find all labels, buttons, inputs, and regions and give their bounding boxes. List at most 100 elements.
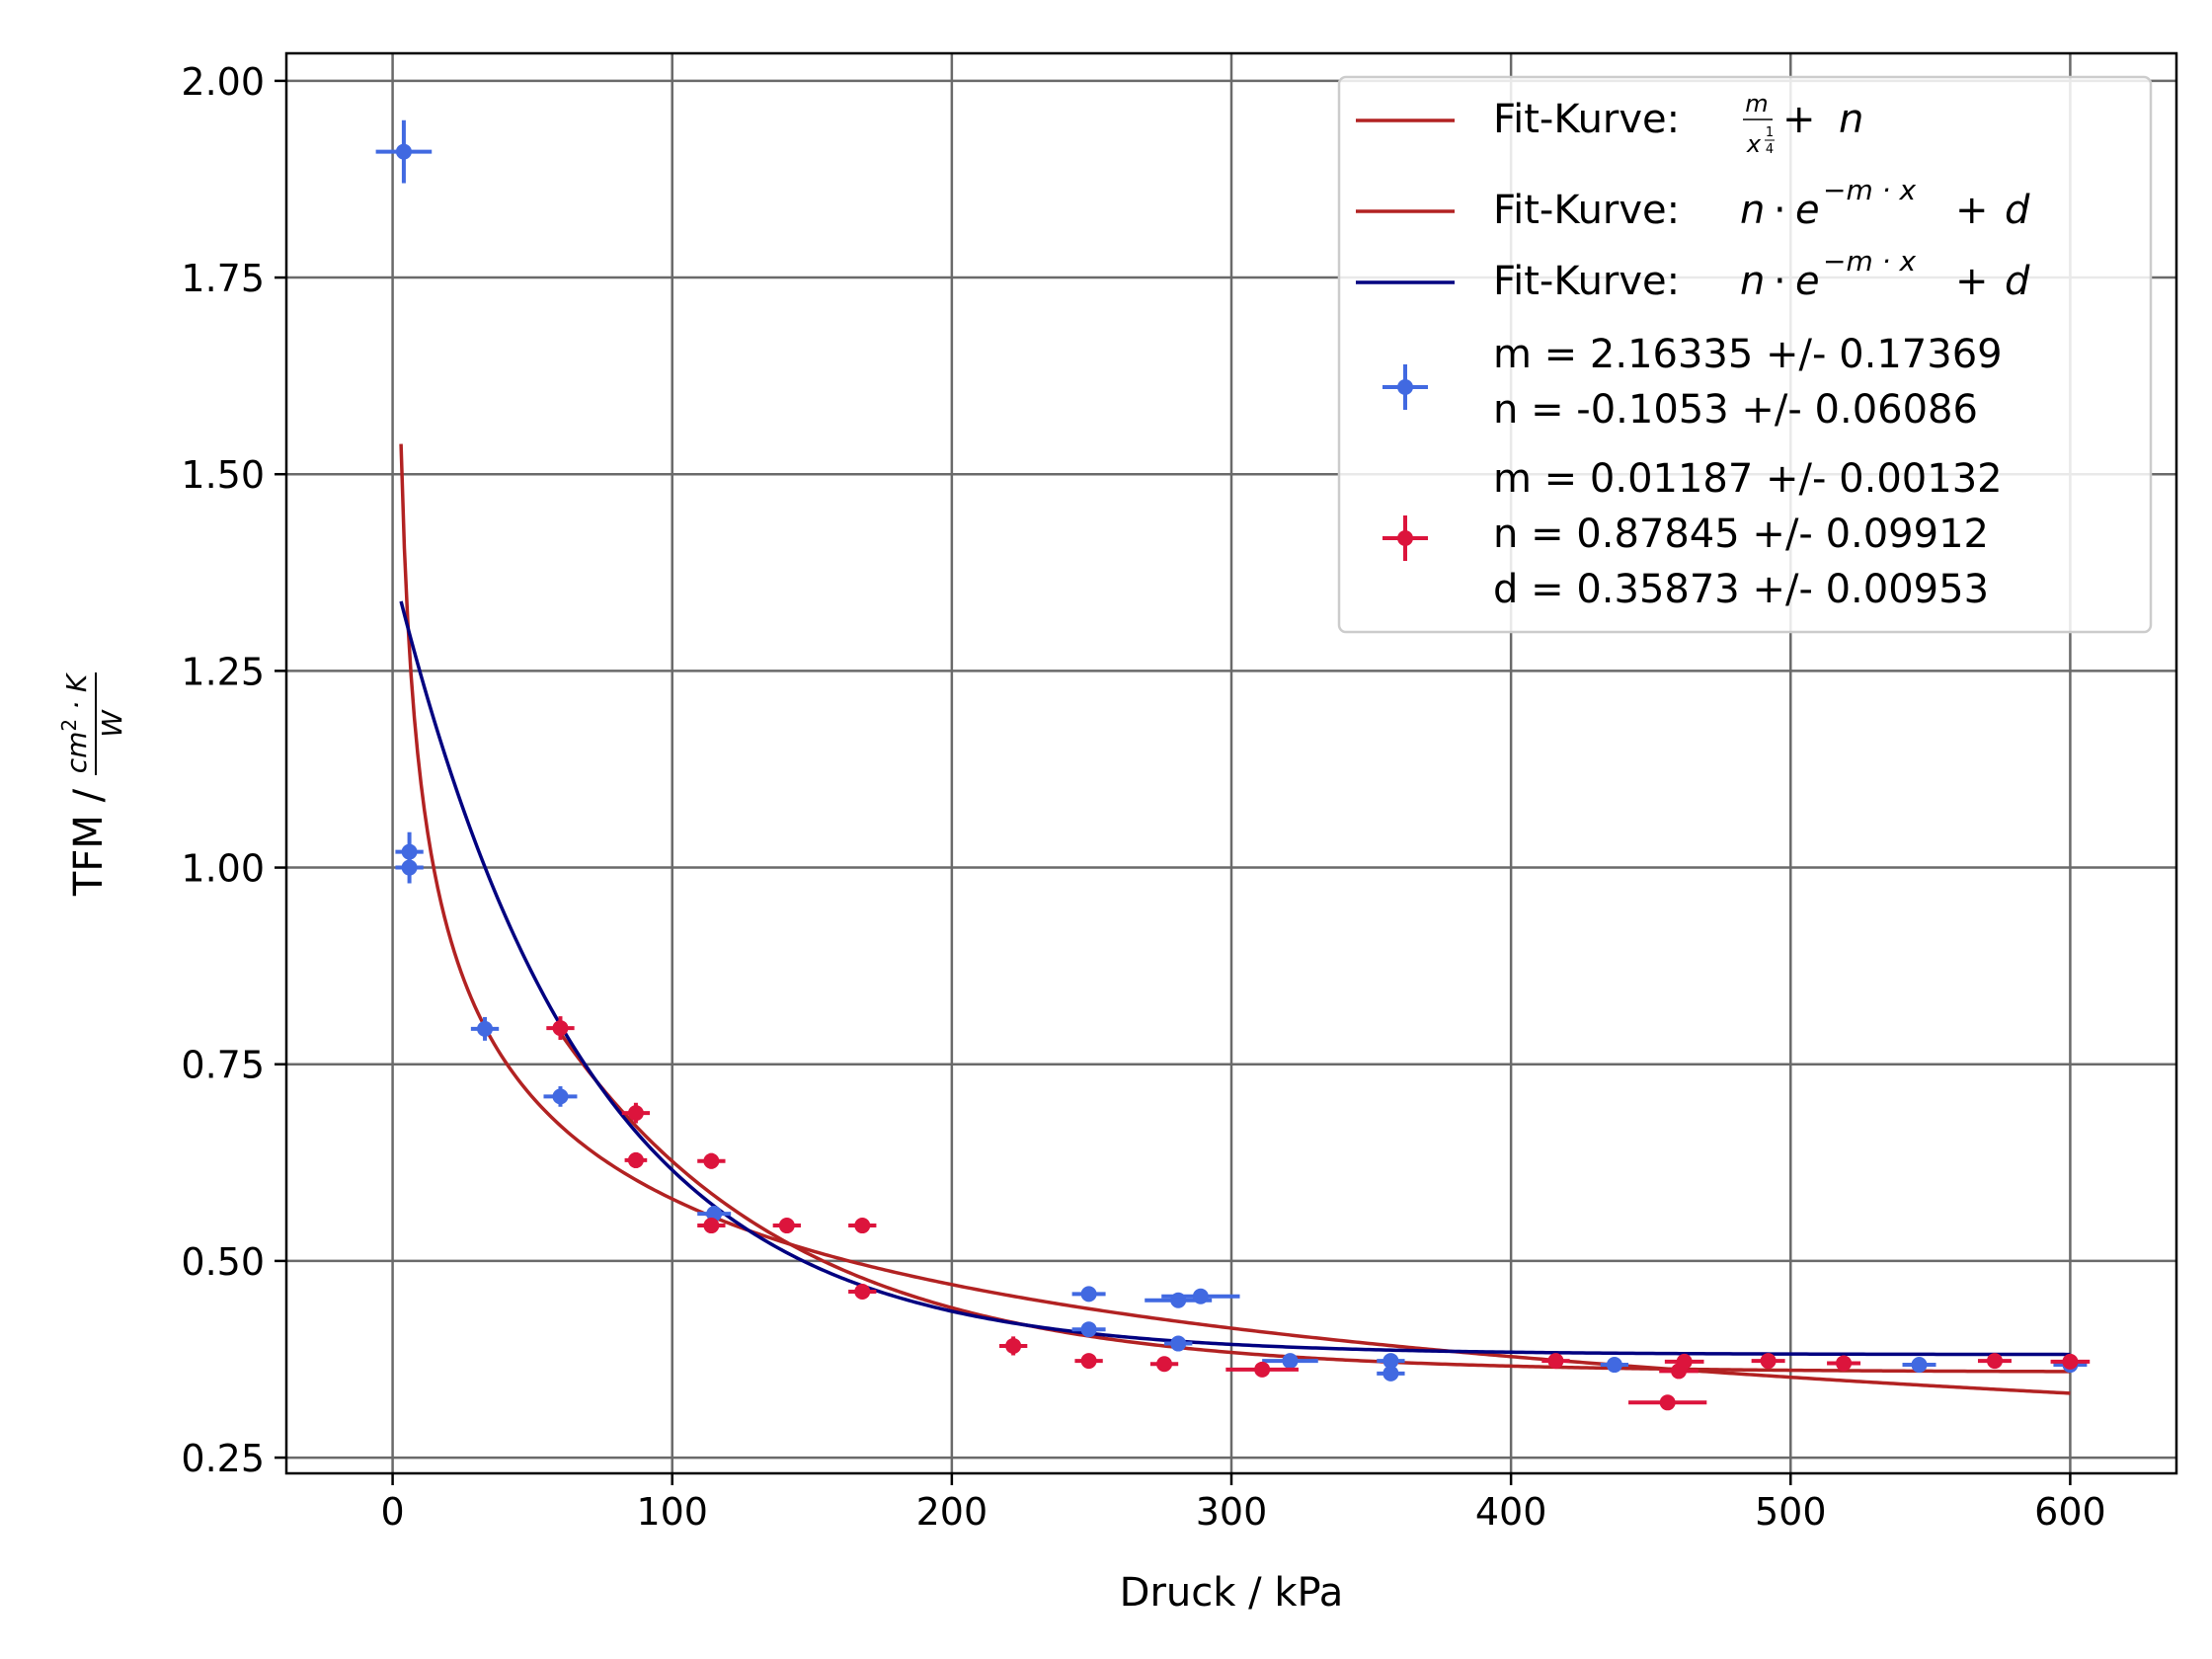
legend-red-marker <box>1382 515 1428 561</box>
point-marker <box>1156 1356 1173 1373</box>
y-axis-label-denominator: W <box>96 709 128 738</box>
data-point <box>1377 1365 1405 1382</box>
data-point <box>1161 1288 1240 1304</box>
x-tick-label: 500 <box>1755 1490 1827 1534</box>
point-marker <box>1282 1353 1299 1370</box>
data-point <box>697 1206 732 1223</box>
legend: Fit-Kurve: m x 1 4 + n Fit-Kurve: n · e … <box>1337 75 2153 634</box>
svg-text:n: n <box>1740 188 1765 233</box>
legend-fit1-formula: m x 1 4 + n <box>1743 90 1863 158</box>
point-marker <box>1547 1353 1564 1370</box>
svg-text:x: x <box>1746 130 1762 158</box>
legend-blue-marker <box>1382 364 1428 410</box>
data-point <box>543 1086 578 1107</box>
point-marker <box>1659 1394 1676 1411</box>
legend-box <box>1337 75 2153 634</box>
y-tick-label: 2.00 <box>181 60 265 104</box>
data-point <box>621 1102 651 1124</box>
point-marker <box>1192 1288 1209 1304</box>
point-marker <box>1170 1335 1187 1352</box>
data-point <box>470 1016 500 1041</box>
data-point <box>1262 1353 1318 1370</box>
data-point <box>772 1218 801 1234</box>
y-tick-label: 1.75 <box>181 257 265 300</box>
point-marker <box>703 1218 720 1234</box>
svg-text:1: 1 <box>1766 125 1774 140</box>
point-marker <box>703 1152 720 1169</box>
y-axis-label-prefix: TFM / <box>66 788 112 897</box>
point-marker <box>1080 1286 1097 1303</box>
ticks: 0 100 200 300 400 500 600 0.25 0.50 0.75 1.00 1.25 1… <box>181 60 2105 1534</box>
data-point <box>546 1016 575 1041</box>
data-point <box>2050 1353 2091 1370</box>
point-marker <box>1986 1353 2003 1370</box>
svg-text:e: e <box>1795 259 1820 304</box>
point-marker <box>1382 1365 1399 1382</box>
fit-curve-1 <box>399 443 2071 1395</box>
data-point <box>375 119 433 184</box>
data-point <box>1751 1353 1785 1370</box>
data-point <box>697 1152 726 1169</box>
data-point <box>1827 1355 1861 1372</box>
data-point <box>697 1218 726 1234</box>
point-marker <box>1005 1337 1022 1354</box>
data-point <box>1225 1361 1299 1378</box>
legend-blue-param-m: m = 2.16335 +/- 0.17369 <box>1493 332 2003 377</box>
data-point <box>848 1218 877 1234</box>
grid <box>286 53 2176 1473</box>
legend-red-param-n: n = 0.87845 +/- 0.09912 <box>1493 512 1989 557</box>
point-marker <box>552 1020 569 1037</box>
data-point <box>848 1283 877 1300</box>
svg-text:n: n <box>1839 97 1863 142</box>
point-marker <box>627 1105 644 1122</box>
data-point <box>1074 1353 1103 1370</box>
point-marker <box>1080 1321 1097 1338</box>
point-marker <box>552 1088 569 1105</box>
data-point <box>1664 1353 1704 1370</box>
legend-fit1-label: Fit-Kurve: <box>1493 97 1680 142</box>
series-2 <box>546 1016 2091 1411</box>
legend-blue-param-n: n = -0.1053 +/- 0.06086 <box>1493 387 1978 433</box>
point-marker <box>854 1283 871 1300</box>
point-marker <box>1676 1353 1693 1370</box>
data-point <box>1977 1353 2012 1370</box>
data-points <box>375 119 2091 1411</box>
point-marker <box>1911 1357 1928 1374</box>
x-tick-label: 100 <box>636 1490 708 1534</box>
data-point <box>1164 1335 1193 1352</box>
fit-curves <box>399 443 2071 1395</box>
fit-curve-2 <box>559 1032 2071 1374</box>
x-tick-label: 400 <box>1475 1490 1547 1534</box>
legend-fit3-formula: n · e −m · x + d <box>1740 245 2030 304</box>
data-point <box>1902 1357 1936 1374</box>
y-tick-label: 1.50 <box>181 453 265 497</box>
data-point <box>1628 1394 1707 1411</box>
legend-red-param-d: d = 0.35873 +/- 0.00953 <box>1493 567 1989 612</box>
point-marker <box>1254 1361 1271 1378</box>
legend-fit2-label: Fit-Kurve: <box>1493 188 1680 233</box>
point-marker <box>401 859 418 876</box>
svg-text:·: · <box>1774 259 1786 304</box>
legend-fit2-formula: n · e −m · x + d <box>1740 174 2030 233</box>
y-tick-label: 1.25 <box>181 650 265 693</box>
y-tick-label: 1.00 <box>181 847 265 891</box>
series-1 <box>375 119 2088 1382</box>
point-marker <box>2062 1353 2079 1370</box>
point-marker <box>1080 1353 1097 1370</box>
data-point <box>998 1336 1028 1356</box>
point-marker <box>1606 1357 1622 1374</box>
legend-fit3-label: Fit-Kurve: <box>1493 259 1680 304</box>
svg-text:+: + <box>1955 259 1989 304</box>
data-point <box>624 1151 648 1168</box>
point-marker <box>477 1020 494 1037</box>
point-marker <box>1760 1353 1777 1370</box>
x-tick-label: 600 <box>2034 1490 2106 1534</box>
svg-text:n: n <box>1740 259 1765 304</box>
point-marker <box>854 1218 871 1234</box>
point-marker <box>778 1218 795 1234</box>
y-axis-label: TFM / cm2 · K W <box>57 672 128 897</box>
data-point <box>1071 1286 1106 1303</box>
data-point <box>1377 1353 1405 1370</box>
svg-text:4: 4 <box>1766 142 1774 157</box>
